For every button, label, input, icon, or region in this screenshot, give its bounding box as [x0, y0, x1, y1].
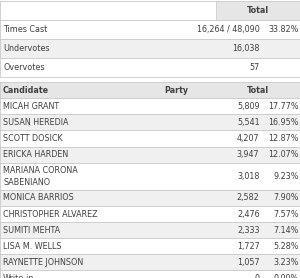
Bar [0, 1, 216, 20]
Bar [0, 114, 300, 130]
Text: RAYNETTE JOHNSON: RAYNETTE JOHNSON [3, 258, 83, 267]
Text: SUSAN HEREDIA: SUSAN HEREDIA [3, 118, 68, 127]
Text: 16.95%: 16.95% [268, 118, 298, 127]
Text: 0.00%: 0.00% [273, 274, 298, 278]
Text: 7.57%: 7.57% [273, 210, 298, 219]
Text: SABENIANO: SABENIANO [3, 178, 50, 187]
Text: 3,018: 3,018 [237, 172, 260, 181]
Text: Total: Total [247, 86, 269, 95]
Text: 1,727: 1,727 [237, 242, 260, 251]
Text: Candidate: Candidate [3, 86, 49, 95]
Text: MICAH GRANT: MICAH GRANT [3, 102, 59, 111]
Bar [0, 147, 300, 163]
Text: 2,476: 2,476 [237, 210, 260, 219]
Text: Write-in: Write-in [3, 274, 34, 278]
Text: Party: Party [164, 86, 188, 95]
Text: 12.07%: 12.07% [268, 150, 298, 159]
Text: 0: 0 [254, 274, 260, 278]
Text: Total: Total [247, 6, 269, 15]
Text: 2,582: 2,582 [237, 193, 260, 202]
Text: Overvotes: Overvotes [3, 63, 44, 72]
Text: 5,541: 5,541 [237, 118, 260, 127]
Text: 2,333: 2,333 [237, 226, 260, 235]
Text: 3,947: 3,947 [237, 150, 260, 159]
Text: 9.23%: 9.23% [273, 172, 298, 181]
Bar [0, 222, 300, 238]
Bar [0, 238, 300, 254]
Text: SUMITI MEHTA: SUMITI MEHTA [3, 226, 60, 235]
Bar [0, 190, 300, 206]
Text: 12.87%: 12.87% [268, 134, 298, 143]
Text: 33.82%: 33.82% [268, 25, 298, 34]
Text: 16,038: 16,038 [232, 44, 260, 53]
Text: 7.14%: 7.14% [273, 226, 298, 235]
Text: 57: 57 [249, 63, 260, 72]
Text: MARIANA CORONA: MARIANA CORONA [3, 166, 78, 175]
Text: 3.23%: 3.23% [273, 258, 298, 267]
Text: Undervotes: Undervotes [3, 44, 50, 53]
Text: 4,207: 4,207 [237, 134, 260, 143]
Text: 7.90%: 7.90% [273, 193, 298, 202]
Bar [0, 82, 300, 98]
Text: CHRISTOPHER ALVAREZ: CHRISTOPHER ALVAREZ [3, 210, 98, 219]
Text: MONICA BARRIOS: MONICA BARRIOS [3, 193, 74, 202]
Text: Times Cast: Times Cast [3, 25, 47, 34]
Bar [216, 1, 300, 20]
Bar [0, 130, 300, 147]
Text: SCOTT DOSICK: SCOTT DOSICK [3, 134, 63, 143]
Text: 5,809: 5,809 [237, 102, 260, 111]
Text: 16,264 / 48,090: 16,264 / 48,090 [197, 25, 260, 34]
Bar [0, 39, 300, 58]
Bar [0, 270, 300, 278]
Text: ERICKA HARDEN: ERICKA HARDEN [3, 150, 68, 159]
Text: 1,057: 1,057 [237, 258, 260, 267]
Bar [0, 58, 300, 77]
Text: LISA M. WELLS: LISA M. WELLS [3, 242, 61, 251]
Bar [0, 163, 300, 190]
Bar [0, 206, 300, 222]
Text: 17.77%: 17.77% [268, 102, 298, 111]
Bar [0, 20, 300, 39]
Text: 5.28%: 5.28% [273, 242, 298, 251]
Bar [0, 98, 300, 114]
Bar [0, 254, 300, 270]
